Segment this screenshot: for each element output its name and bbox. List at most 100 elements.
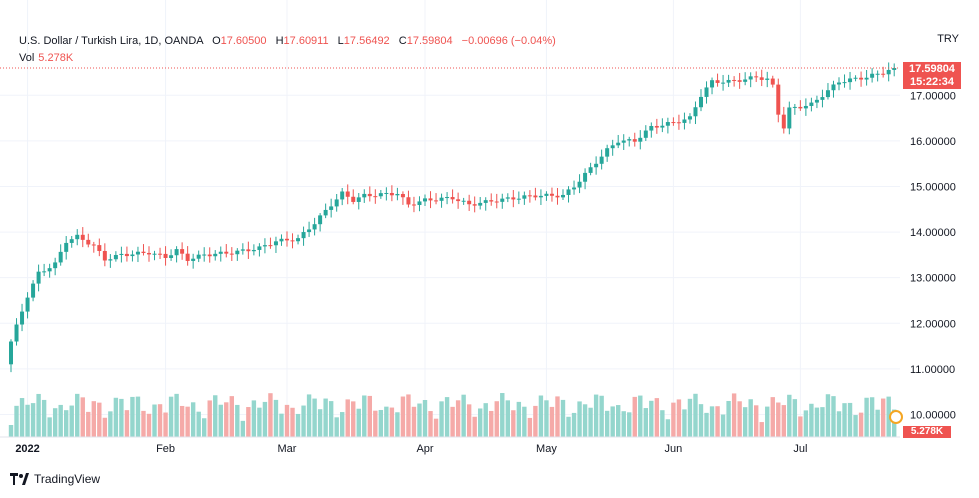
volume-bar: [737, 401, 742, 437]
high-value: 17.60911: [283, 35, 329, 47]
volume-indicator-icon[interactable]: [889, 410, 903, 424]
candle-body: [787, 107, 792, 129]
volume-bar: [450, 406, 455, 437]
volume-bar: [632, 396, 637, 437]
volume-bar: [384, 406, 389, 437]
candle-body: [31, 283, 36, 298]
volume-tag: 5.278K: [903, 426, 951, 438]
volume-bar: [433, 418, 439, 437]
volume-bar: [86, 411, 91, 437]
candle-body: [285, 238, 289, 241]
candle-body: [494, 201, 499, 203]
candle-body: [577, 181, 582, 188]
candle-body: [273, 241, 278, 246]
candle-body: [848, 78, 853, 83]
volume-bar: [616, 405, 621, 437]
candle-body: [478, 202, 483, 206]
candle-body: [158, 253, 163, 255]
candle-body: [169, 255, 174, 258]
candle-body: [323, 209, 328, 216]
candle-body: [290, 240, 295, 242]
candle-body: [853, 77, 858, 79]
candle-body: [135, 251, 140, 255]
volume-bar: [836, 411, 842, 437]
time-tick-label: Apr: [416, 443, 433, 455]
volume-bar: [676, 399, 682, 437]
candle-body: [831, 84, 836, 91]
volume-bar: [202, 418, 207, 437]
candle-body: [445, 197, 450, 199]
candle-body: [754, 76, 759, 78]
candle-body: [246, 249, 251, 252]
low-value: 17.56492: [343, 35, 390, 47]
candle-body: [583, 172, 588, 182]
volume-bar: [213, 395, 218, 437]
candle-body: [566, 189, 571, 195]
volume-bar: [566, 416, 571, 437]
volume-bar: [682, 409, 687, 437]
candle-body: [682, 119, 687, 123]
candle-body: [489, 200, 494, 202]
candle-body: [202, 254, 207, 256]
candle-body: [699, 96, 703, 108]
volume-bar: [295, 413, 301, 437]
volume-bar: [643, 408, 648, 437]
volume-bar: [599, 395, 604, 437]
volume-bar: [334, 417, 339, 437]
volume-bar: [742, 407, 748, 437]
volume-bar: [538, 395, 544, 437]
volume-bar: [25, 404, 30, 437]
candle-body: [229, 253, 234, 255]
candle-body: [616, 142, 621, 146]
volume-bar: [174, 393, 179, 437]
candles: [9, 62, 897, 373]
volume-bar: [455, 400, 461, 437]
candle-body: [113, 254, 118, 260]
volume-bar: [781, 405, 786, 437]
candle-body: [842, 82, 847, 84]
candle-body: [334, 199, 339, 207]
candle-body: [97, 245, 102, 251]
tradingview-logo[interactable]: TradingView: [10, 472, 100, 486]
candle-body: [428, 198, 433, 201]
volume-bar: [179, 405, 185, 437]
volume-bar: [759, 422, 764, 437]
volume-bar: [389, 407, 395, 437]
candle-body: [803, 105, 808, 109]
candle-body: [886, 69, 891, 75]
volume-bar: [218, 404, 223, 437]
high-label: H: [275, 35, 284, 47]
volume-legend: Vol 5.278K: [19, 52, 73, 64]
price-tick-label: 10.00000: [910, 409, 956, 421]
candle-body: [456, 199, 461, 202]
candle-body: [196, 254, 201, 259]
time-tick-label: Mar: [278, 443, 297, 455]
volume-bar: [693, 393, 698, 437]
low-label: L: [337, 35, 344, 47]
volume-bar: [428, 411, 433, 437]
brand-name: TradingView: [34, 472, 101, 486]
volume-bar: [163, 412, 168, 437]
candle-body: [318, 215, 323, 225]
volume-bar: [290, 407, 295, 437]
candle-body: [632, 139, 637, 142]
volume-bar: [864, 397, 869, 437]
volume-bar: [886, 396, 891, 437]
volume-bar: [511, 410, 516, 437]
candle-body: [91, 244, 96, 246]
volume-bar: [527, 417, 533, 437]
last-price-value: 17.59804: [909, 63, 955, 75]
volume-bar: [571, 412, 577, 437]
volume-bar: [246, 407, 251, 437]
volume-bar: [814, 407, 820, 437]
candle-body: [268, 245, 273, 247]
candle-body: [483, 200, 488, 203]
volume-bar: [328, 401, 334, 437]
volume-bar: [75, 393, 80, 437]
volume-bar: [792, 399, 798, 437]
volume-bar: [224, 402, 229, 437]
price-tick-label: 11.00000: [910, 364, 955, 376]
volume-bar: [720, 414, 726, 437]
volume-bar: [549, 406, 555, 437]
